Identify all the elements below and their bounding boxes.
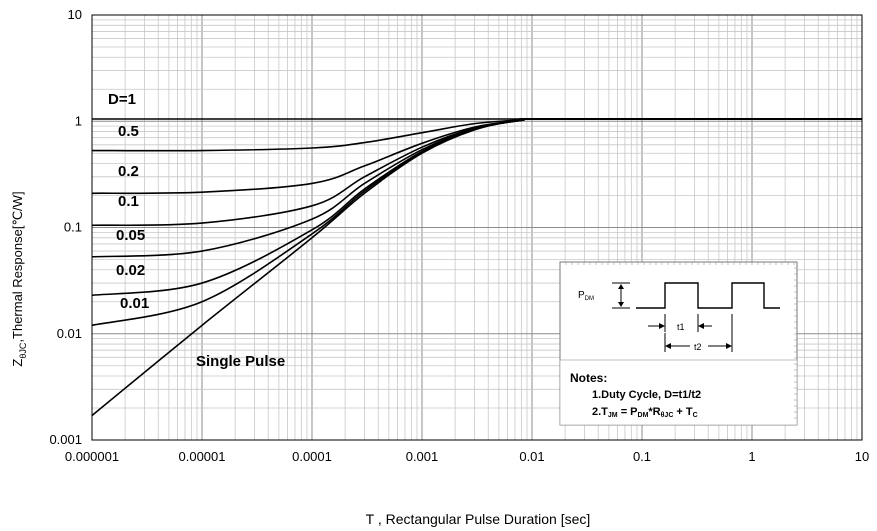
x-tick-label: 10: [855, 449, 869, 464]
curve-3: [91, 118, 863, 227]
curve-label: 0.02: [116, 262, 145, 279]
y-tick-labels: 0.001 0.01 0.1 1 10: [49, 7, 82, 447]
x-tick-label: 0.00001: [179, 449, 226, 464]
curve-7: [91, 118, 863, 417]
inset-pdm-label: PDM: [578, 290, 594, 302]
x-tick-label: 1: [748, 449, 755, 464]
note-duty-cycle: 1.Duty Cycle, D=t1/t2: [592, 389, 701, 401]
curve-label: Single Pulse: [196, 353, 285, 370]
duty-cycle-inset: PDM t1 t2 Notes: 1.Duty Cycle, D=t1/t2 2…: [559, 261, 798, 426]
t2-left-arrow-icon: [665, 343, 671, 349]
y-axis-label: ZθJC,Thermal Response[℃/W]: [10, 191, 28, 366]
curve-4: [91, 118, 863, 258]
x-tick-labels: 0.000001 0.00001 0.0001 0.001 0.01 0.1 1 10: [65, 449, 869, 464]
pulse-waveform: [636, 282, 780, 309]
t1-label: t1: [677, 322, 685, 332]
curve-label: 0.05: [116, 227, 145, 244]
t1-left-arrow-icon: [659, 323, 665, 329]
t2-right-arrow-icon: [726, 343, 732, 349]
curve-label: D=1: [108, 91, 136, 108]
x-tick-label: 0.001: [406, 449, 439, 464]
note-junction-temp: 2.TJM = PDM*RθJC + TC: [592, 406, 698, 419]
inset-ruler-ticks: [565, 262, 797, 419]
curve-label: 0.1: [118, 193, 139, 210]
x-tick-label: 0.000001: [65, 449, 119, 464]
y-tick-label: 0.001: [49, 432, 82, 447]
pdm-arrow-down-icon: [618, 302, 624, 307]
curve-label: 0.2: [118, 163, 139, 180]
t2-label: t2: [694, 342, 702, 352]
curve-label: 0.01: [120, 295, 149, 312]
inset-notes-box: [559, 359, 798, 426]
x-tick-label: 0.0001: [292, 449, 332, 464]
curve-label: 0.5: [118, 123, 139, 140]
y-tick-label: 10: [68, 7, 82, 22]
x-axis-label: T , Rectangular Pulse Duration [sec]: [366, 511, 591, 527]
x-tick-label: 0.1: [633, 449, 651, 464]
y-tick-label: 0.1: [64, 220, 82, 235]
plot-frame: [91, 14, 863, 441]
curve-2: [91, 118, 863, 195]
x-tick-label: 0.01: [519, 449, 544, 464]
y-tick-label: 1: [75, 113, 82, 128]
notes-title: Notes:: [570, 371, 607, 385]
y-tick-label: 0.01: [57, 326, 82, 341]
curve-labels: D=1 0.5 0.2 0.1 0.05 0.02 0.01 Single Pulse: [108, 91, 285, 370]
curves: [91, 118, 863, 417]
t1-right-arrow-icon: [698, 323, 704, 329]
pdm-arrow-up-icon: [618, 284, 624, 289]
curve-1: [91, 118, 863, 152]
